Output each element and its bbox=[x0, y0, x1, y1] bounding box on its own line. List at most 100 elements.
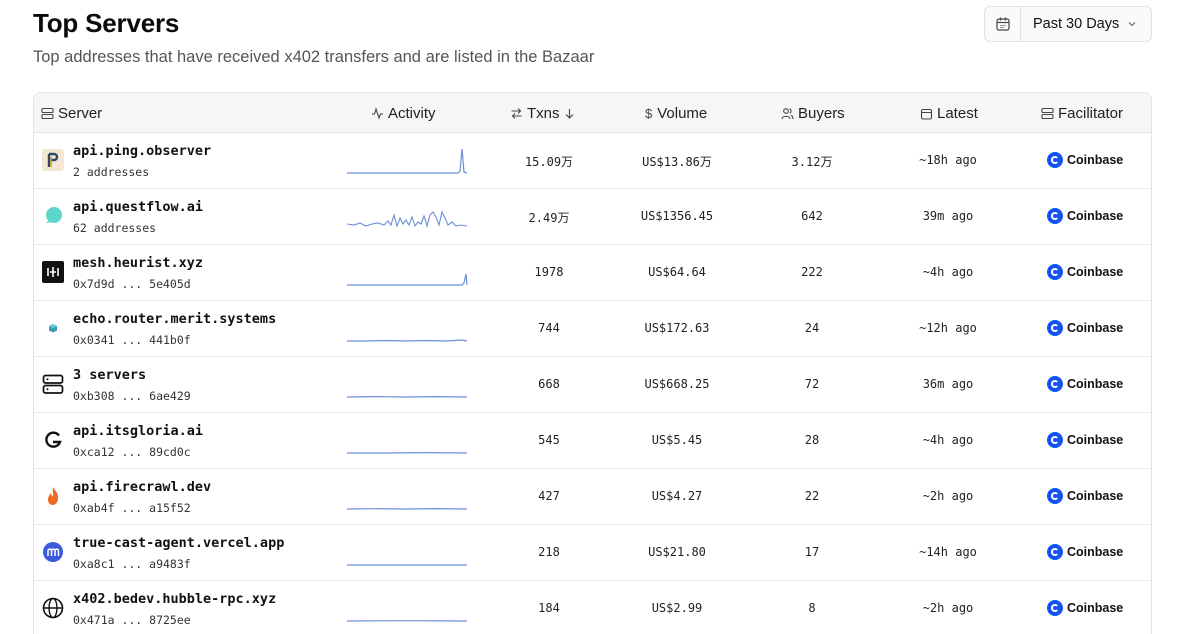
volume-value: US$1356.45 bbox=[640, 209, 714, 223]
date-range-label: Past 30 Days bbox=[1033, 16, 1120, 32]
buyers-value: 222 bbox=[801, 265, 823, 279]
activity-sparkline bbox=[347, 148, 468, 174]
calendar-icon[interactable] bbox=[985, 7, 1021, 41]
globe-icon bbox=[42, 597, 64, 619]
latest-value: 36m ago bbox=[922, 377, 974, 391]
table-row[interactable]: echo.router.merit.systems 0x0341 ... 441… bbox=[34, 301, 1151, 357]
date-range-select[interactable]: Past 30 Days bbox=[984, 6, 1152, 42]
facilitator-badge[interactable]: Coinbase bbox=[1047, 264, 1123, 280]
txns-value: 1978 bbox=[534, 265, 564, 279]
table-row[interactable]: api.questflow.ai 62 addresses 2.49万 US$1… bbox=[34, 189, 1151, 245]
volume-value: US$64.64 bbox=[648, 265, 706, 279]
server-name[interactable]: 3 servers bbox=[73, 367, 147, 383]
buyers-value: 22 bbox=[804, 489, 820, 503]
server-name[interactable]: echo.router.merit.systems bbox=[73, 311, 277, 327]
volume-value: US$4.27 bbox=[651, 489, 703, 503]
table-row[interactable]: 3 servers 0xb308 ... 6ae429 668 US$668.2… bbox=[34, 357, 1151, 413]
table-row[interactable]: api.firecrawl.dev 0xab4f ... a15f52 427 … bbox=[34, 469, 1151, 525]
server-address: 0x7d9d ... 5e405d bbox=[73, 277, 191, 291]
buyers-value: 28 bbox=[804, 433, 820, 447]
col-activity[interactable]: Activity bbox=[371, 93, 436, 133]
server-name[interactable]: api.questflow.ai bbox=[73, 199, 204, 215]
server-address: 0xab4f ... a15f52 bbox=[73, 501, 191, 515]
volume-value: US$668.25 bbox=[644, 377, 710, 391]
server-name[interactable]: api.itsgloria.ai bbox=[73, 423, 204, 439]
txns-value: 184 bbox=[538, 601, 560, 615]
activity-sparkline bbox=[347, 451, 468, 454]
activity-sparkline bbox=[346, 210, 468, 228]
col-facilitator[interactable]: Facilitator bbox=[1041, 93, 1123, 133]
coinbase-icon bbox=[1047, 432, 1063, 448]
coinbase-icon bbox=[1047, 544, 1063, 560]
col-volume[interactable]: $ Volume bbox=[645, 104, 708, 122]
latest-value: ~14h ago bbox=[919, 545, 977, 559]
facilitator-badge[interactable]: Coinbase bbox=[1047, 488, 1123, 504]
activity-sparkline bbox=[347, 339, 468, 342]
coinbase-icon bbox=[1047, 488, 1063, 504]
swap-icon bbox=[511, 107, 522, 119]
questflow-logo bbox=[42, 205, 64, 227]
table-row[interactable]: x402.bedev.hubble-rpc.xyz 0x471a ... 872… bbox=[34, 581, 1151, 634]
buyers-value: 8 bbox=[808, 601, 816, 615]
txns-value: 218 bbox=[538, 545, 560, 559]
volume-value: US$2.99 bbox=[651, 601, 703, 615]
txns-value: 744 bbox=[538, 321, 560, 335]
server-name[interactable]: mesh.heurist.xyz bbox=[73, 255, 204, 271]
txns-value: 427 bbox=[538, 489, 560, 503]
facilitator-badge[interactable]: Coinbase bbox=[1047, 600, 1123, 616]
buyers-value: 642 bbox=[801, 209, 823, 223]
coinbase-icon bbox=[1047, 600, 1063, 616]
facilitator-badge[interactable]: Coinbase bbox=[1047, 376, 1123, 392]
merit-logo bbox=[42, 317, 64, 339]
buyers-value: 3.12万 bbox=[791, 155, 833, 169]
activity-icon bbox=[372, 106, 383, 120]
table-row[interactable]: api.itsgloria.ai 0xca12 ... 89cd0c 545 U… bbox=[34, 413, 1151, 469]
server-address: 0x471a ... 8725ee bbox=[73, 613, 191, 627]
server-address: 0x0341 ... 441b0f bbox=[73, 333, 191, 347]
col-latest[interactable]: Latest bbox=[920, 93, 978, 133]
server-name[interactable]: api.ping.observer bbox=[73, 143, 212, 159]
activity-sparkline bbox=[346, 620, 468, 622]
coinbase-icon bbox=[1047, 264, 1063, 280]
users-icon bbox=[781, 107, 794, 119]
table-row[interactable]: api.ping.observer 2 addresses 15.09万 US$… bbox=[34, 133, 1151, 189]
buyers-value: 24 bbox=[804, 321, 820, 335]
facilitator-badge[interactable]: Coinbase bbox=[1047, 208, 1123, 224]
latest-value: 39m ago bbox=[922, 209, 974, 223]
buyers-value: 72 bbox=[804, 377, 820, 391]
server-address: 0xb308 ... 6ae429 bbox=[73, 389, 191, 403]
table-row[interactable]: true-cast-agent.vercel.app 0xa8c1 ... a9… bbox=[34, 525, 1151, 581]
calendar-icon bbox=[920, 108, 933, 120]
volume-value: US$5.45 bbox=[651, 433, 703, 447]
server-name[interactable]: api.firecrawl.dev bbox=[73, 479, 212, 495]
server-address: 0xa8c1 ... a9483f bbox=[73, 557, 191, 571]
facilitator-badge[interactable]: Coinbase bbox=[1047, 320, 1123, 336]
server-name[interactable]: true-cast-agent.vercel.app bbox=[73, 535, 285, 551]
activity-sparkline bbox=[346, 507, 468, 510]
col-txns[interactable]: Txns bbox=[510, 93, 579, 133]
col-buyers[interactable]: Buyers bbox=[781, 93, 845, 133]
buyers-value: 17 bbox=[804, 545, 820, 559]
latest-value: ~2h ago bbox=[922, 489, 974, 503]
volume-value: US$21.80 bbox=[648, 545, 706, 559]
facilitator-badge[interactable]: Coinbase bbox=[1047, 152, 1123, 168]
activity-sparkline bbox=[347, 273, 468, 286]
col-server[interactable]: Server bbox=[41, 93, 102, 133]
server-address: 62 addresses bbox=[73, 221, 157, 235]
servers-icon bbox=[42, 373, 64, 395]
sort-desc-icon[interactable] bbox=[564, 108, 575, 119]
facilitator-badge[interactable]: Coinbase bbox=[1047, 544, 1123, 560]
latest-value: ~12h ago bbox=[919, 321, 977, 335]
activity-sparkline bbox=[346, 395, 468, 398]
latest-value: ~4h ago bbox=[922, 433, 974, 447]
latest-value: ~2h ago bbox=[922, 601, 974, 615]
volume-value: US$172.63 bbox=[644, 321, 710, 335]
ping-observer-logo bbox=[42, 149, 64, 171]
table-row[interactable]: mesh.heurist.xyz 0x7d9d ... 5e405d 1978 … bbox=[34, 245, 1151, 301]
facilitator-badge[interactable]: Coinbase bbox=[1047, 432, 1123, 448]
chevron-down-icon bbox=[1128, 22, 1136, 27]
servers-table: Server Activity Txns $ Volume Buyers Lat… bbox=[33, 92, 1152, 634]
table-header: Server Activity Txns $ Volume Buyers Lat… bbox=[34, 93, 1151, 133]
server-name[interactable]: x402.bedev.hubble-rpc.xyz bbox=[73, 591, 277, 607]
txns-value: 2.49万 bbox=[528, 211, 570, 225]
